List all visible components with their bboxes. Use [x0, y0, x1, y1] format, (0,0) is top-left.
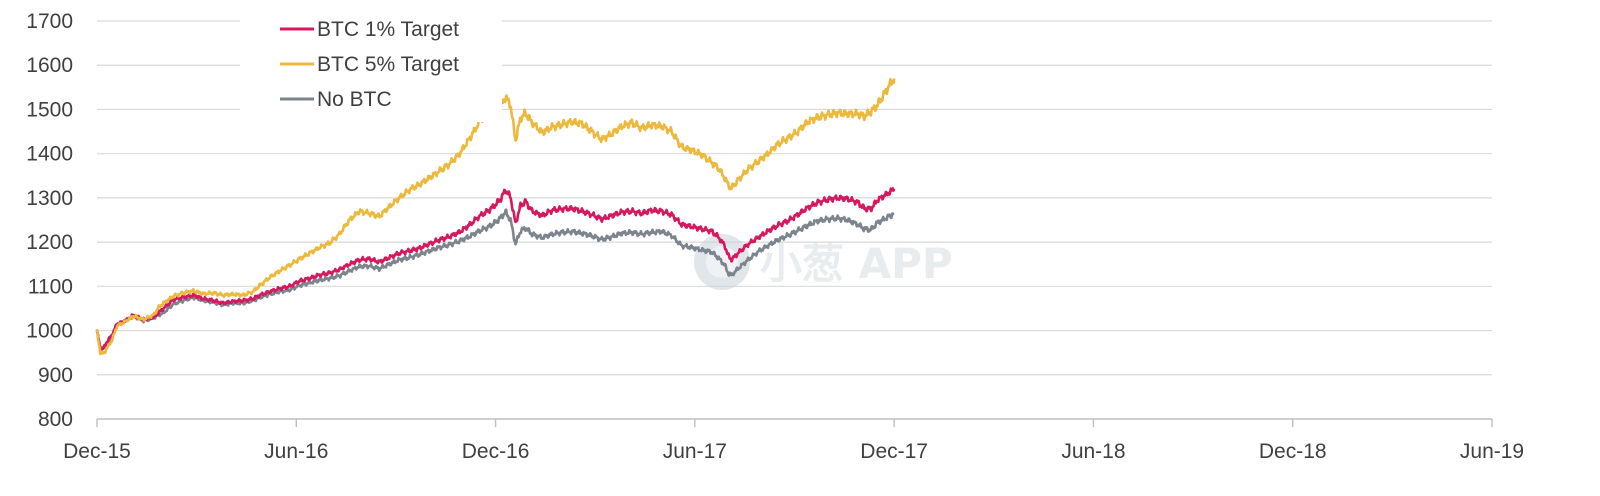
y-tick-label-1100: 1100	[28, 275, 73, 298]
legend-label-no-btc: No BTC	[317, 88, 392, 111]
x-tick-label-Dec-16: Dec-16	[462, 440, 530, 463]
y-axis-labels: 800 900 1000 1100 1200 1300 1400 1500 1600 1700	[26, 10, 73, 431]
watermark-text: 小葱 APP	[760, 239, 953, 288]
legend-label-btc-5-percent: BTC 5% Target	[317, 53, 459, 76]
y-tick-label-1700: 1700	[26, 10, 73, 33]
x-axis	[96, 418, 1493, 427]
legend-item-btc-1-percent: BTC 1% Target	[280, 18, 459, 41]
x-tick-label-Jun-17: Jun-17	[663, 440, 727, 463]
y-tick-label-1200: 1200	[26, 231, 73, 254]
y-tick-label-1000: 1000	[26, 320, 73, 343]
y-tick-label-1500: 1500	[26, 98, 73, 121]
x-axis-labels: Dec-15 Jun-16 Dec-16 Jun-17 Dec-17 Jun-18 Dec-…	[63, 440, 1524, 463]
legend-item-no-btc: No BTC	[280, 88, 392, 111]
series-line-no-btc	[95, 208, 895, 351]
x-tick-label-Dec-15: Dec-15	[63, 440, 131, 463]
y-tick-label-1400: 1400	[26, 143, 73, 166]
legend-label-btc-1-percent: BTC 1% Target	[317, 18, 459, 41]
x-tick-label-Jun-18: Jun-18	[1061, 440, 1125, 463]
x-tick-label-Dec-18: Dec-18	[1259, 440, 1327, 463]
x-tick-label-Jun-16: Jun-16	[264, 440, 328, 463]
x-tick-label-Jun-19: Jun-19	[1460, 440, 1524, 463]
y-tick-label-900: 900	[38, 364, 73, 387]
y-tick-label-1600: 1600	[26, 54, 73, 77]
legend: BTC 1% Target BTC 5% Target No BTC	[240, 12, 502, 122]
series-line-btc-1-target	[95, 187, 896, 353]
y-tick-label-1300: 1300	[26, 187, 73, 210]
x-tick-label-Dec-17: Dec-17	[860, 440, 928, 463]
legend-item-btc-5-percent: BTC 5% Target	[280, 53, 459, 76]
y-tick-label-800: 800	[38, 408, 73, 431]
